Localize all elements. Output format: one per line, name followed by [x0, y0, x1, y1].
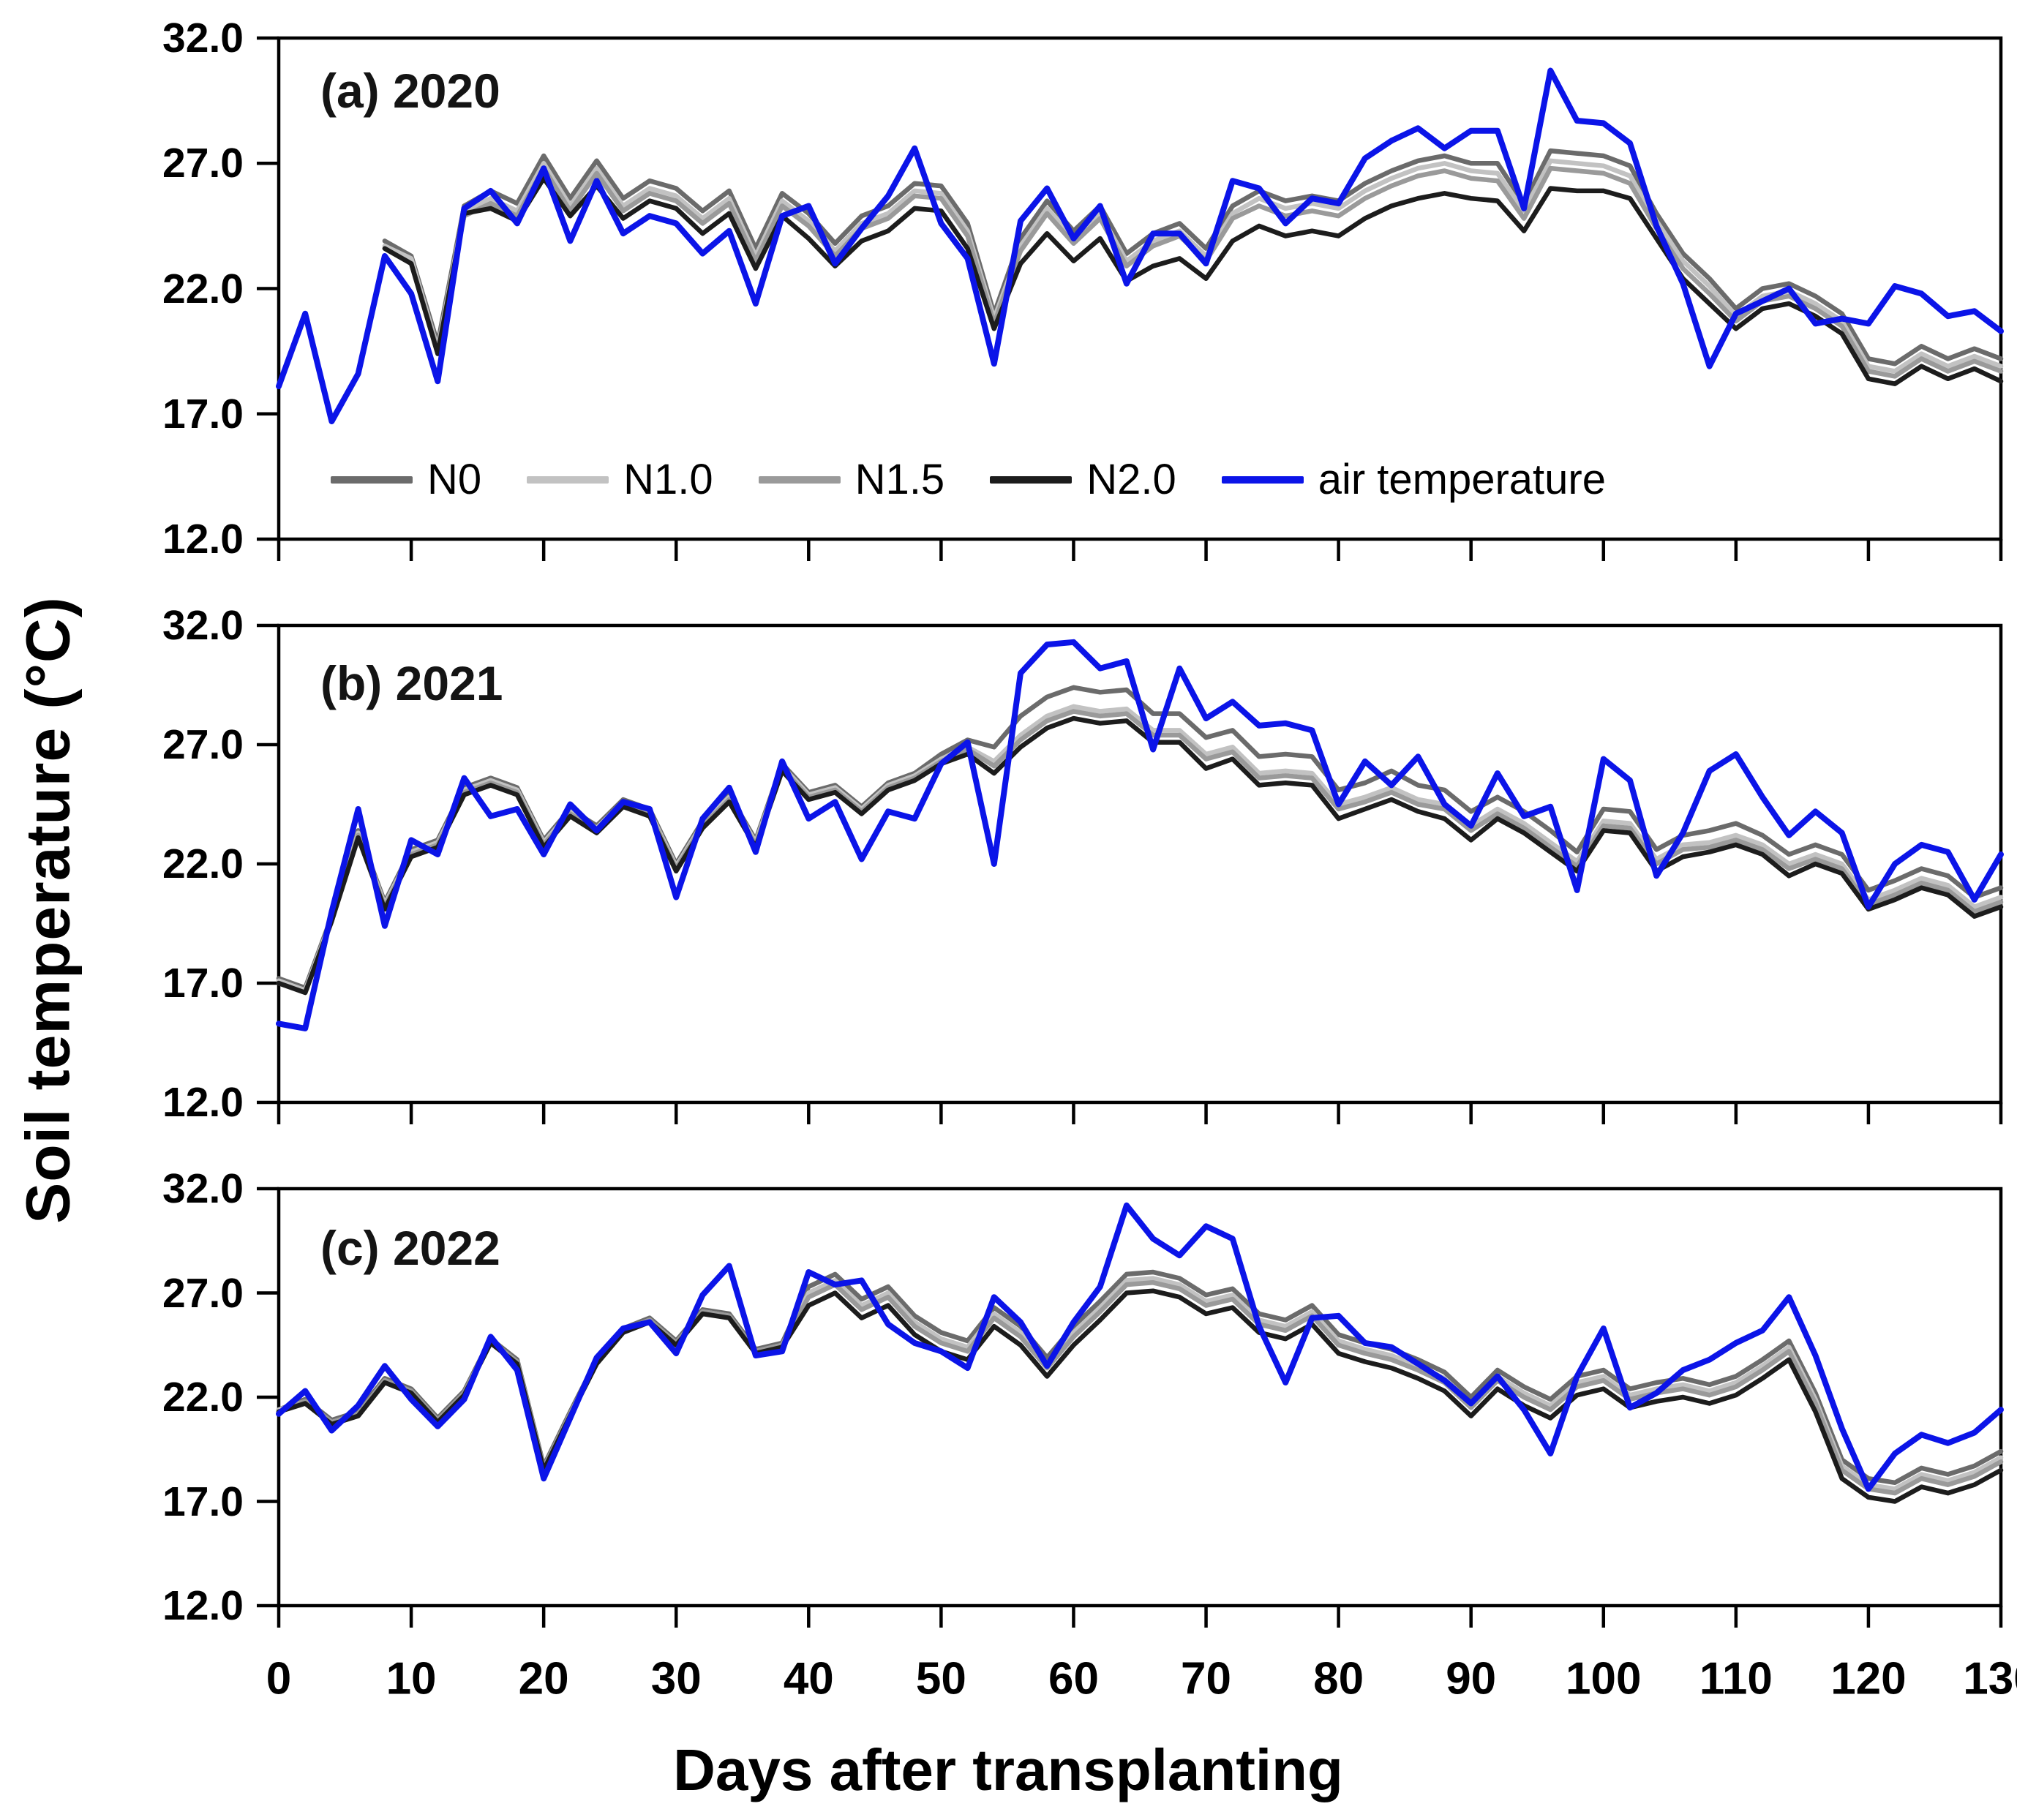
panel-label-2022: (c) 2022 [320, 1221, 500, 1275]
x-tick-label: 40 [783, 1653, 834, 1704]
y-tick-label: 32.0 [162, 602, 244, 649]
x-tick-label: 50 [915, 1653, 966, 1704]
y-tick-label: 12.0 [162, 1582, 244, 1629]
series-N1.0 [382, 158, 2004, 374]
y-axis-title: Soil temperature (°C) [13, 596, 83, 1224]
y-tick-label: 27.0 [162, 140, 244, 187]
legend: N0 N1.0 N1.5 N2.0 air temperature [331, 455, 1606, 504]
series-air-temperature [276, 1202, 2004, 1492]
legend-line-swatch [990, 475, 1073, 484]
y-tick-label: 12.0 [162, 1079, 244, 1126]
y-tick-label: 32.0 [162, 15, 244, 61]
legend-item-N1.0: N1.0 [527, 455, 713, 504]
y-tick-label: 27.0 [162, 721, 244, 768]
x-tick-label: 10 [386, 1653, 437, 1704]
x-tick-label: 30 [650, 1653, 702, 1704]
series-N2.0 [276, 715, 2004, 996]
legend-label: N1.0 [623, 456, 713, 503]
x-tick-label: 90 [1446, 1653, 1497, 1704]
x-axis-title: Days after transplanting [673, 1737, 1343, 1802]
legend-line-swatch [758, 475, 841, 484]
x-tick-label: 100 [1566, 1653, 1642, 1704]
series-N2.0 [276, 1288, 2004, 1504]
y-tick-label: 22.0 [162, 265, 244, 312]
x-tick-label: 20 [518, 1653, 569, 1704]
y-tick-label: 22.0 [162, 1374, 244, 1421]
x-tick-label: 0 [266, 1653, 292, 1704]
legend-item-air-temperature: air temperature [1221, 455, 1606, 504]
legend-label: N2.0 [1086, 456, 1176, 503]
legend-line-swatch [527, 475, 609, 484]
y-tick-label: 17.0 [162, 960, 244, 1007]
x-tick-label: 120 [1830, 1653, 1907, 1704]
panel-label-2020: (a) 2020 [320, 64, 500, 118]
x-tick-label: 130 [1963, 1653, 2017, 1704]
legend-item-N2.0: N2.0 [990, 455, 1176, 504]
y-tick-label: 22.0 [162, 841, 244, 887]
legend-item-N1.5: N1.5 [758, 455, 945, 504]
series-N0 [382, 148, 2004, 366]
series-N1.5 [382, 165, 2004, 379]
y-tick-label: 32.0 [162, 1165, 244, 1212]
legend-label: N1.5 [854, 456, 945, 503]
series-N1.5 [276, 709, 2004, 996]
legend-label: air temperature [1318, 456, 1606, 503]
panel-label-2021: (b) 2021 [320, 656, 503, 710]
legend-line-swatch [331, 475, 413, 484]
x-tick-label: 60 [1048, 1653, 1099, 1704]
x-tick-label: 70 [1181, 1653, 1232, 1704]
y-tick-label: 17.0 [162, 1478, 244, 1525]
y-tick-label: 17.0 [162, 390, 244, 437]
y-tick-label: 12.0 [162, 516, 244, 563]
legend-label: N0 [427, 456, 482, 503]
legend-item-N0: N0 [331, 455, 481, 504]
x-tick-label: 80 [1313, 1653, 1364, 1704]
x-tick-label: 110 [1699, 1653, 1773, 1704]
series-air-temperature [276, 67, 2004, 424]
y-tick-label: 27.0 [162, 1269, 244, 1317]
panel-frame [277, 1187, 2003, 1608]
series-air-temperature [276, 639, 2004, 1031]
legend-line-swatch [1221, 475, 1304, 484]
